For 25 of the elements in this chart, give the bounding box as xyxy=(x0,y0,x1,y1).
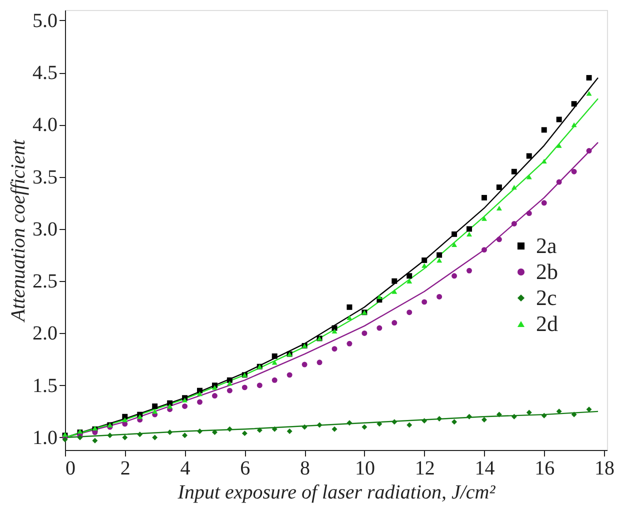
y-tick-label: 2.5 xyxy=(32,270,58,293)
x-tick-label: 6 xyxy=(240,458,250,480)
x-tick-label: 4 xyxy=(180,458,190,480)
y-tick-label: 4.0 xyxy=(32,114,58,136)
y-tick-label: 3.5 xyxy=(32,166,58,188)
y-tick-label: 3.0 xyxy=(32,218,58,240)
y-tick-label: 1.0 xyxy=(32,426,58,449)
x-tick-label: 0 xyxy=(66,458,76,480)
y-tick-label: 4.5 xyxy=(32,62,58,84)
y-tick-label: 5.0 xyxy=(32,10,58,32)
legend-label: 2c xyxy=(536,285,557,310)
x-tick-label: 12 xyxy=(414,458,435,480)
x-tick-label: 10 xyxy=(354,458,375,480)
legend-label: 2d xyxy=(536,311,558,336)
y-tick-label: 1.5 xyxy=(32,374,58,397)
x-axis-title: Input exposure of laser radiation, J/cm² xyxy=(176,482,496,504)
x-tick-label: 16 xyxy=(534,458,555,480)
x-tick-label: 8 xyxy=(300,458,310,480)
legend-label: 2b xyxy=(536,259,558,284)
x-tick-label: 14 xyxy=(474,458,495,480)
y-tick-label: 2.0 xyxy=(32,322,58,345)
x-tick-label: 18 xyxy=(594,458,615,480)
y-axis-title: Attenuation coefficient xyxy=(8,139,30,324)
x-tick-label: 2 xyxy=(120,458,130,480)
legend-label: 2a xyxy=(536,233,557,258)
